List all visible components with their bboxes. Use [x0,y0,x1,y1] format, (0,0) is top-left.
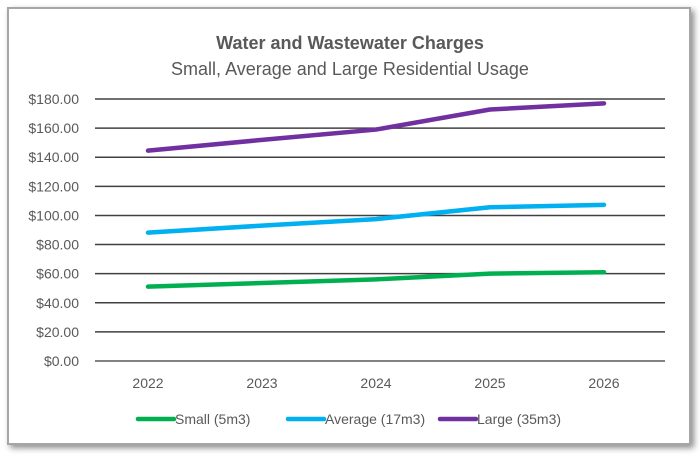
x-tick-label: 2026 [588,375,619,391]
y-tick-label: $140.00 [28,149,79,165]
x-tick-label: 2025 [474,375,505,391]
chart-subtitle: Small, Average and Large Residential Usa… [171,59,529,79]
y-tick-label: $100.00 [28,207,79,223]
chart-title: Water and Wastewater Charges [216,33,484,53]
y-tick-label: $180.00 [28,91,79,107]
legend-label: Small (5m3) [175,411,250,427]
y-tick-label: $160.00 [28,120,79,136]
y-tick-label: $40.00 [36,295,79,311]
x-tick-label: 2022 [132,375,163,391]
y-tick-label: $60.00 [36,266,79,282]
y-tick-label: $0.00 [44,353,79,369]
y-tick-label: $80.00 [36,237,79,253]
series-line-large [145,101,607,153]
chart-frame [7,7,691,445]
x-tick-label: 2023 [246,375,277,391]
y-tick-label: $120.00 [28,178,79,194]
legend-label: Average (17m3) [325,411,425,427]
series-line-average [145,202,607,235]
legend-label: Large (35m3) [477,411,561,427]
x-tick-label: 2024 [360,375,391,391]
y-tick-label: $20.00 [36,324,79,340]
